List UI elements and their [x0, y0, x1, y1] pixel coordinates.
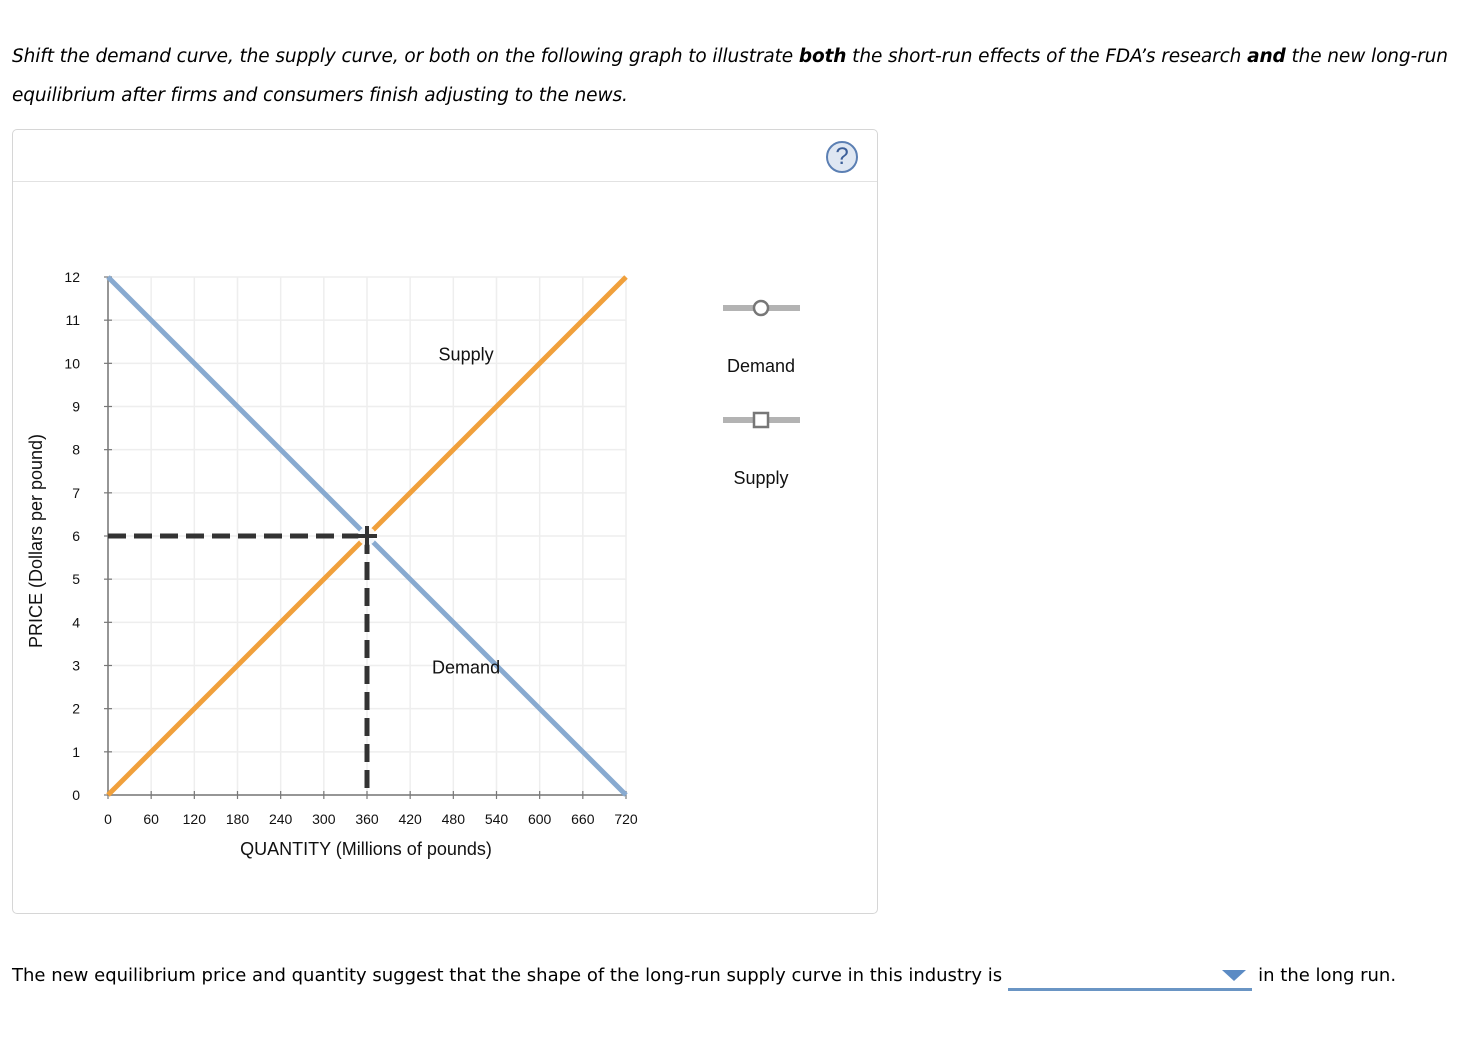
- supply-tool-square-icon[interactable]: [723, 411, 800, 429]
- graph-panel-header: ?: [13, 130, 877, 182]
- supply-curve-label: Supply: [439, 344, 494, 364]
- y-tick-label: 3: [72, 658, 80, 674]
- x-tick-label: 540: [485, 811, 509, 827]
- y-tick-label: 4: [72, 614, 80, 630]
- graph-panel: ?: [12, 129, 878, 914]
- x-tick-label: 0: [104, 811, 112, 827]
- dropdown-arrow-icon: [1222, 970, 1247, 981]
- x-tick-label: 300: [312, 811, 336, 827]
- demand-curve-label: Demand: [432, 658, 500, 678]
- x-tick-label: 420: [398, 811, 422, 827]
- legend-label-supply: Supply: [733, 468, 788, 488]
- question-sentence: The new equilibrium price and quantity s…: [12, 957, 1452, 995]
- y-tick-label: 6: [72, 528, 80, 544]
- y-tick-label: 10: [64, 355, 80, 371]
- chart-legend[interactable]: Demand Supply: [723, 299, 800, 488]
- help-button[interactable]: ?: [826, 141, 858, 173]
- y-tick-label: 0: [72, 787, 80, 803]
- x-tick-label: 180: [226, 811, 250, 827]
- x-tick-label: 600: [528, 811, 552, 827]
- x-tick-label: 120: [183, 811, 207, 827]
- x-tick-label: 360: [355, 811, 379, 827]
- question-mark-circle-icon: ?: [835, 143, 849, 170]
- x-tick-label: 660: [571, 811, 595, 827]
- y-tick-label: 12: [64, 269, 80, 285]
- equilibrium-guides: [108, 533, 370, 795]
- x-tick-label: 60: [143, 811, 159, 827]
- y-tick-label: 8: [72, 442, 80, 458]
- y-tick-label: 5: [72, 571, 80, 587]
- y-axis-label: PRICE (Dollars per pound): [26, 434, 46, 648]
- x-tick-label: 480: [442, 811, 466, 827]
- demand-tool-circle-icon[interactable]: [723, 299, 800, 317]
- y-tick-label: 11: [65, 312, 80, 328]
- x-tick-label: 720: [614, 811, 638, 827]
- y-tick-label: 9: [72, 399, 80, 415]
- long-run-supply-shape-dropdown[interactable]: [1008, 962, 1253, 991]
- x-tick-label: 240: [269, 811, 293, 827]
- y-tick-label: 1: [72, 744, 80, 760]
- instructions-text: Shift the demand curve, the supply curve…: [12, 46, 1448, 106]
- chart-series[interactable]: [106, 275, 628, 797]
- y-tick-label: 7: [72, 485, 80, 501]
- equilibrium-crosshair-icon[interactable]: [357, 526, 377, 546]
- legend-label-demand: Demand: [727, 356, 795, 376]
- x-axis-label: QUANTITY (Millions of pounds): [240, 839, 492, 859]
- chart-labels: Demand Supply: [432, 344, 500, 677]
- y-tick-label: 2: [72, 701, 80, 717]
